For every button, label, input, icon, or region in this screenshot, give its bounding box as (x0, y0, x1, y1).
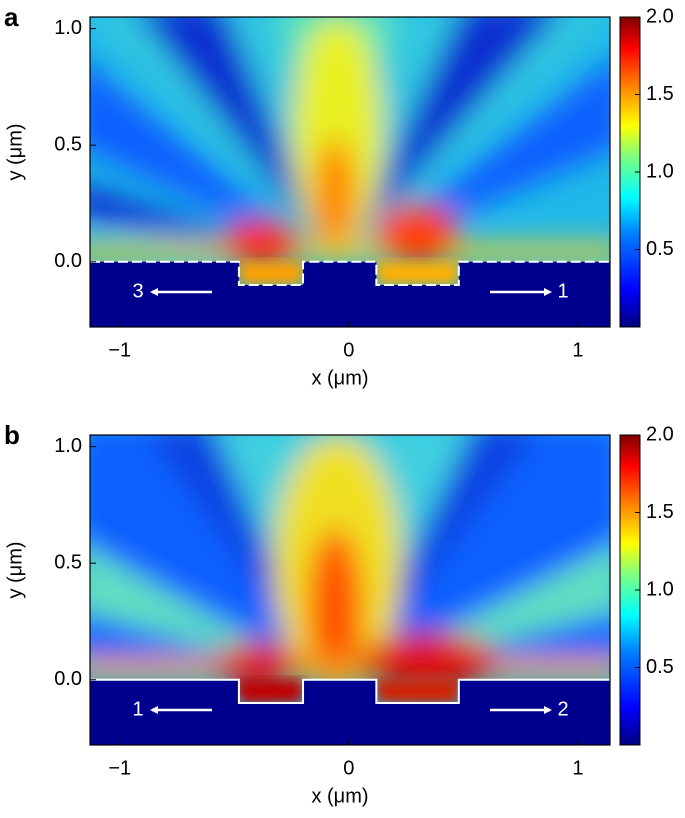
field-blur (90, 435, 610, 692)
trench-fill (238, 679, 304, 704)
colorbar-tick-label: 1.5 (646, 501, 674, 523)
colorbar-tick-label: 1.0 (646, 160, 674, 182)
x-tick-label: 0 (343, 757, 354, 779)
plot-frame (89, 434, 611, 746)
field-region (90, 548, 326, 680)
colorbar-tick-label: 1.5 (646, 83, 674, 105)
y-axis-label: y (μm) (4, 541, 26, 598)
y-tick-label: 1.0 (54, 435, 82, 457)
colorbar-tick-label: 1.0 (646, 578, 674, 600)
trench-fill (376, 261, 459, 286)
annotation: 1 (557, 280, 568, 302)
plot-frame (89, 16, 611, 328)
field-region (291, 17, 384, 251)
y-tick-label: 0.5 (54, 133, 82, 155)
y-tick-label: 0.0 (54, 250, 82, 272)
field-region (151, 435, 326, 680)
field-region (140, 17, 326, 251)
field-region (348, 435, 535, 680)
field-region (307, 528, 363, 692)
x-tick-label: 0 (343, 339, 354, 361)
field-region (314, 138, 356, 255)
trench-fill (238, 261, 304, 286)
annotation: 2 (557, 698, 568, 720)
panel: 1 2 −1 0 1 0.0 0.5 1.0 x (μm) y (μm) b 0.5 1.0 1.5 2.0 (4, 420, 674, 807)
colorbar-tick-label: 0.5 (646, 656, 674, 678)
field-region (215, 642, 299, 690)
annotation: 1 (132, 698, 143, 720)
x-tick-label: −1 (108, 757, 131, 779)
x-tick-label: 1 (572, 339, 583, 361)
panel-label: b (4, 420, 20, 450)
x-axis-label: x (μm) (311, 785, 368, 807)
annotation: 3 (132, 280, 143, 302)
field-region (348, 17, 557, 251)
substrate (90, 261, 610, 327)
y-axis-label: y (μm) (4, 123, 26, 180)
x-axis-label: x (μm) (311, 367, 368, 389)
panel-label: a (4, 2, 19, 32)
panel: 3 1 −1 0 1 0.0 0.5 1.0 x (μm) y (μm) a 0.5 1.0 1.5 2.0 (4, 2, 674, 389)
colorbar-tick-label: 2.0 (646, 5, 674, 27)
substrate (90, 679, 610, 745)
x-tick-label: 1 (572, 757, 583, 779)
colorbar-tick-label: 0.5 (646, 238, 674, 260)
colorbar-tick-label: 2.0 (646, 423, 674, 445)
outline (90, 260, 610, 287)
outline (90, 678, 610, 705)
field-blur (90, 17, 610, 267)
field-region (222, 219, 301, 267)
field-region (348, 546, 610, 680)
trench-fill (376, 679, 459, 704)
field-region (90, 65, 326, 262)
y-tick-label: 0.0 (54, 668, 82, 690)
field-region (360, 633, 498, 690)
field (90, 435, 610, 745)
trench-field (238, 679, 459, 704)
trench-field (238, 261, 459, 286)
field-region (90, 658, 610, 680)
y-tick-label: 1.0 (54, 17, 82, 39)
field-region (376, 203, 459, 265)
field (90, 17, 610, 327)
x-tick-label: −1 (108, 339, 131, 361)
field-region (90, 243, 610, 262)
y-tick-label: 0.5 (54, 551, 82, 573)
